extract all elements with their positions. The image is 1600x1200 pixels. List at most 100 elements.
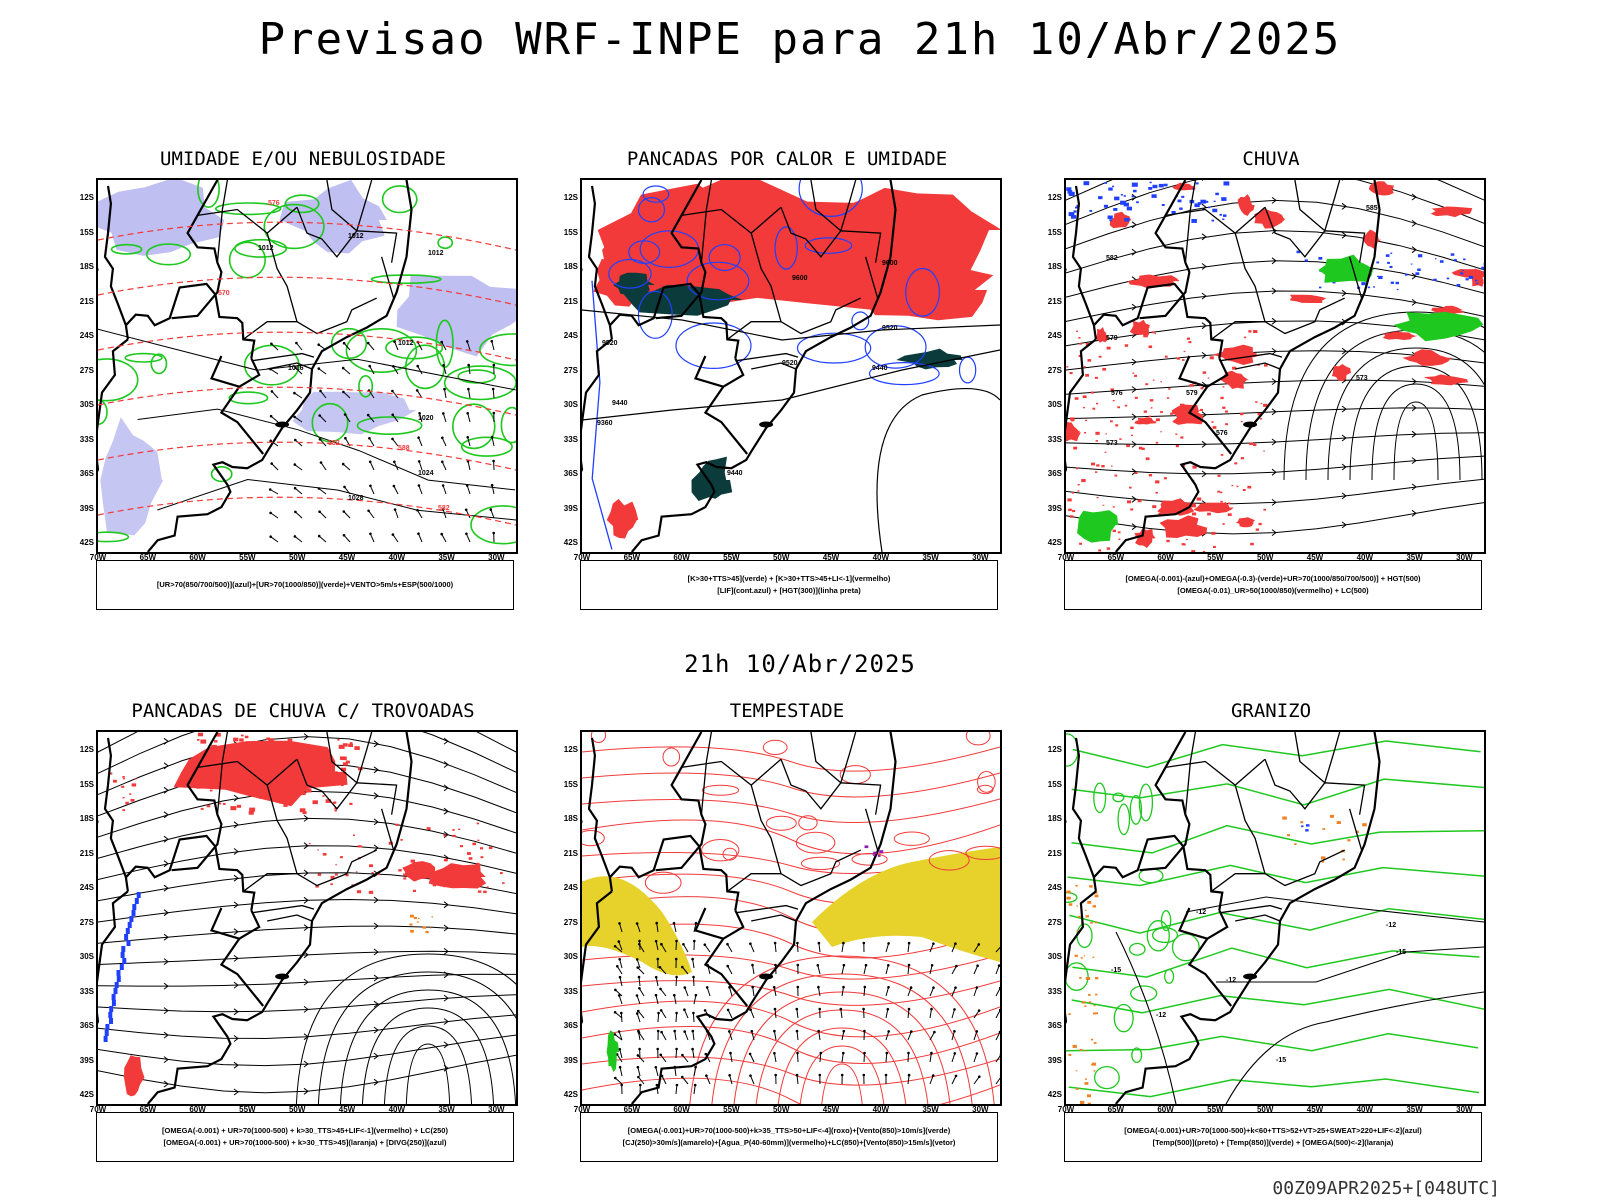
wind-vector [684, 987, 689, 997]
omega-speck [1390, 281, 1394, 284]
wind-vector [619, 1049, 623, 1059]
wind-vector-head [930, 1007, 933, 1011]
state-border [1220, 352, 1283, 362]
wind-vector-head [933, 1030, 936, 1034]
omega-speck [1318, 257, 1323, 260]
lon-tick-label: 70W [1057, 1105, 1075, 1114]
rain-speck [1111, 465, 1113, 467]
thunderstorm-speck [319, 783, 323, 786]
rain-speck [1155, 491, 1158, 494]
wind-vector-head [441, 436, 444, 440]
wind-vector-head [492, 411, 496, 415]
wind-vector [418, 437, 423, 447]
rain-speck [1105, 433, 1107, 435]
lat-tick-label: 33S [563, 434, 578, 444]
omega-speck [1123, 195, 1126, 197]
omega-speck [1070, 215, 1077, 219]
wind-vector [392, 438, 399, 447]
thunderstorm-speck [250, 770, 253, 772]
lon-tick-label: 70W [89, 553, 107, 562]
omega500-speck [1095, 993, 1098, 996]
rain-speck [1083, 406, 1086, 409]
humidity-contour-low [370, 274, 442, 285]
rain-speck [1242, 489, 1246, 491]
state-border [1264, 297, 1345, 335]
state-border [252, 904, 315, 914]
state-border [751, 914, 797, 922]
severe-speck [871, 853, 874, 855]
wind-vector-head [842, 941, 845, 945]
rain-speck [1098, 549, 1102, 552]
thunderstorm-speck [322, 795, 325, 797]
thunderstorm-speck [270, 772, 274, 776]
wind-vector-head [675, 939, 678, 943]
thunderstorm-speck [297, 758, 300, 760]
country-border [1187, 357, 1233, 455]
omega500-speck [1095, 1012, 1098, 1015]
streamline [1066, 502, 1484, 535]
temp850-contour [1117, 803, 1131, 836]
wind-vector [318, 535, 327, 543]
stream-arrow [1341, 521, 1347, 529]
rain-speck [1255, 401, 1258, 403]
humidity-contour-low [98, 358, 139, 402]
thunderstorm-speck [476, 822, 479, 825]
thunderstorm-speck [125, 801, 129, 805]
country-border [1182, 294, 1224, 359]
wind-vector [973, 944, 980, 953]
wind-vector-head [693, 939, 696, 943]
wind-vector [294, 392, 303, 399]
wind-vector [773, 987, 777, 997]
omega500-speck [1068, 1053, 1072, 1056]
lat-tick-label: 12S [563, 745, 578, 754]
divergence-speck [131, 910, 136, 916]
wind-vector-head [774, 1073, 777, 1077]
omega500-speck [1085, 915, 1089, 918]
lat-tick-label: 42S [1047, 538, 1062, 547]
state-border [1165, 758, 1266, 786]
stream-arrow [443, 1041, 449, 1049]
lif-contour [628, 240, 661, 264]
coastline [1114, 732, 1381, 1104]
thunderstorm-speck [241, 734, 244, 737]
omega-speck [1410, 263, 1413, 265]
wind-vector [416, 390, 423, 399]
thunderstorm-speck [229, 749, 233, 752]
wind-vector-head [441, 484, 445, 487]
rain-speck [1176, 357, 1181, 360]
map-frame [96, 730, 518, 1106]
rain-area [1423, 374, 1469, 386]
rain-speck [1087, 359, 1092, 362]
thickness-contour [98, 441, 516, 471]
thunderstorm-speck [369, 864, 373, 868]
wind-vector [796, 1009, 799, 1019]
wind-isoline [582, 980, 1000, 1006]
lon-tick-label: 40W [1356, 1105, 1374, 1114]
divergence-speck [108, 1012, 113, 1018]
country-border [670, 732, 707, 848]
wind-vector-head [293, 486, 297, 490]
wind-vector-head [703, 943, 707, 946]
coastline [1114, 180, 1381, 552]
jet-stream-area [582, 876, 692, 976]
thunderstorm-speck [209, 785, 214, 789]
rain-speck [1076, 467, 1079, 470]
omega-speck [1120, 194, 1123, 196]
country-border [655, 845, 701, 872]
thickness-contour [98, 276, 516, 306]
wind-vector [636, 995, 641, 1005]
rain-speck [1071, 492, 1075, 494]
convective-area [831, 187, 1000, 276]
wind-vector [319, 438, 327, 447]
thunderstorm-speck [502, 882, 505, 884]
rain-area [1109, 211, 1132, 229]
wind-vector-head [269, 511, 272, 515]
rain-area [1193, 502, 1234, 514]
lon-tick-label: 65W [623, 553, 641, 562]
thunderstorm-speck [459, 845, 463, 848]
rain-speck [1163, 477, 1167, 480]
humidity-contour-low [234, 238, 288, 258]
wind-vector [660, 1010, 667, 1019]
stream-arrow [1271, 197, 1277, 204]
streamline [98, 1014, 516, 1040]
